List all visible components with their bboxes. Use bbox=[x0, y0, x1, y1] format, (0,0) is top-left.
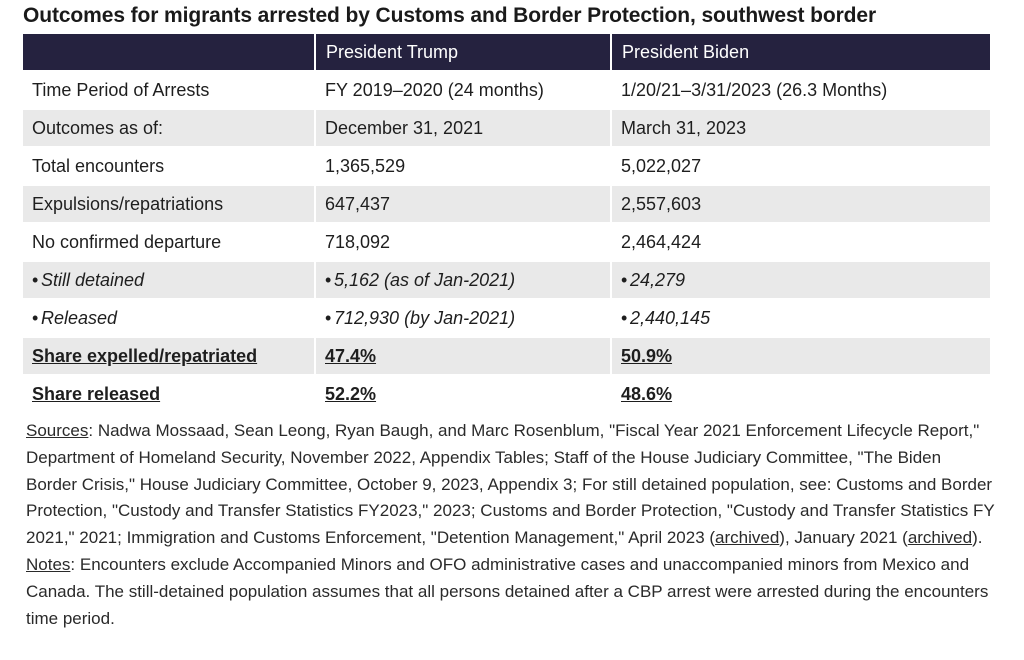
bullet-icon: • bbox=[32, 307, 39, 328]
header-trump: President Trump bbox=[315, 34, 612, 71]
table-row: Share released 52.2% 48.6% bbox=[23, 374, 990, 412]
sources-paragraph: Sources: Nadwa Mossaad, Sean Leong, Ryan… bbox=[26, 418, 996, 552]
row-label: Share expelled/repatriated bbox=[23, 336, 316, 375]
trump-value: December 31, 2021 bbox=[315, 108, 612, 147]
header-biden: President Biden bbox=[611, 34, 990, 71]
chart-title: Outcomes for migrants arrested by Custom… bbox=[23, 4, 877, 27]
table-row: • Still detained • 5,162 (as of Jan-2021) … bbox=[23, 260, 990, 299]
table-row: Outcomes as of: December 31, 2021 March … bbox=[23, 108, 990, 147]
archived-link[interactable]: archived bbox=[715, 528, 780, 548]
row-label: No confirmed departure bbox=[23, 222, 316, 261]
bullet-icon: • bbox=[621, 269, 628, 290]
notes-text: : Encounters exclude Accompanied Minors … bbox=[26, 554, 989, 628]
trump-value: FY 2019–2020 (24 months) bbox=[315, 70, 612, 109]
row-label: Share released bbox=[23, 374, 316, 412]
biden-value: March 31, 2023 bbox=[611, 108, 990, 147]
table-row: Total encounters 1,365,529 5,022,027 bbox=[23, 146, 990, 185]
table-row: Share expelled/repatriated 47.4% 50.9% bbox=[23, 336, 990, 375]
header-empty bbox=[23, 34, 316, 71]
table-header-row: President Trump President Biden bbox=[23, 34, 990, 71]
row-label: Still detained bbox=[41, 269, 145, 290]
row-label: Time Period of Arrests bbox=[23, 70, 316, 109]
biden-value: 2,464,424 bbox=[611, 222, 990, 261]
sources-text: ). bbox=[972, 528, 983, 548]
trump-value: 52.2% bbox=[315, 374, 612, 412]
footnotes: Sources: Nadwa Mossaad, Sean Leong, Ryan… bbox=[26, 418, 996, 632]
biden-value: 2,557,603 bbox=[611, 184, 990, 223]
trump-value: 5,162 (as of Jan-2021) bbox=[334, 269, 516, 290]
bullet-icon: • bbox=[325, 307, 332, 328]
trump-value: 1,365,529 bbox=[315, 146, 612, 185]
trump-value: 718,092 bbox=[315, 222, 612, 261]
bullet-icon: • bbox=[325, 269, 332, 290]
row-label: Outcomes as of: bbox=[23, 108, 316, 147]
sources-text: : Nadwa Mossaad, Sean Leong, Ryan Baugh,… bbox=[26, 421, 995, 548]
row-label: Released bbox=[41, 307, 118, 328]
table-row: No confirmed departure 718,092 2,464,424 bbox=[23, 222, 990, 261]
table-row: Expulsions/repatriations 647,437 2,557,6… bbox=[23, 184, 990, 223]
row-label: Expulsions/repatriations bbox=[23, 184, 316, 223]
biden-value: 1/20/21–3/31/2023 (26.3 Months) bbox=[611, 70, 990, 109]
trump-value: 47.4% bbox=[315, 336, 612, 375]
table-row: • Released • 712,930 (by Jan-2021) • 2,440,… bbox=[23, 298, 990, 337]
row-label: Total encounters bbox=[23, 146, 316, 185]
trump-value: 647,437 bbox=[315, 184, 612, 223]
table-row: Time Period of Arrests FY 2019–2020 (24 … bbox=[23, 70, 990, 109]
archived-link[interactable]: archived bbox=[907, 528, 973, 548]
biden-value: 24,279 bbox=[630, 269, 686, 290]
notes-label: Notes bbox=[26, 554, 71, 574]
bullet-icon: • bbox=[621, 307, 628, 328]
biden-value: 2,440,145 bbox=[630, 307, 711, 328]
biden-value: 50.9% bbox=[611, 336, 990, 375]
trump-value: 712,930 (by Jan-2021) bbox=[334, 307, 516, 328]
notes-paragraph: Notes: Encounters exclude Accompanied Mi… bbox=[26, 552, 996, 632]
bullet-icon: • bbox=[32, 269, 39, 290]
biden-value: 5,022,027 bbox=[611, 146, 990, 185]
sources-text: ), January 2021 ( bbox=[779, 528, 908, 548]
sources-label: Sources bbox=[26, 421, 89, 440]
biden-value: 48.6% bbox=[611, 374, 990, 412]
outcomes-table: President Trump President Biden Time Per… bbox=[23, 34, 990, 412]
